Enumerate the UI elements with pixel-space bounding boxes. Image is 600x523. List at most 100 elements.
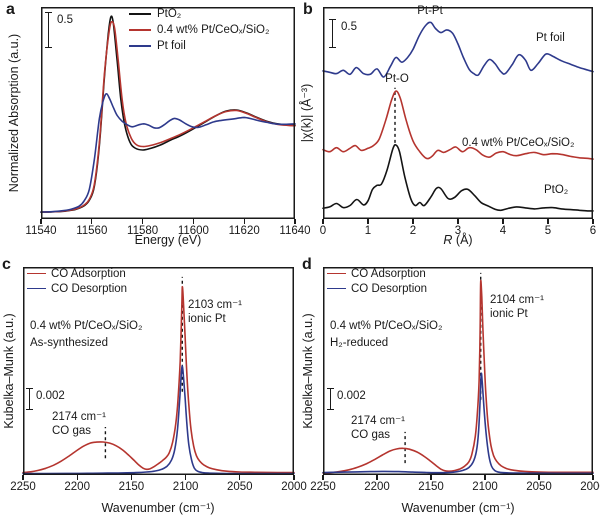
series-PtO2	[322, 144, 594, 212]
x-tick-mark	[367, 219, 369, 224]
x-axis-ticks-d: 2250 2200 2150 2100 2050 2000	[310, 475, 600, 497]
plot-area-drifts-as-synthesized	[22, 267, 295, 475]
legend-line-sample	[27, 287, 46, 290]
annotation-pto2: PtO₂	[544, 184, 569, 196]
x-tick-mark	[592, 475, 594, 480]
plot-frame	[323, 7, 593, 219]
x-tick-label: 11560	[76, 225, 108, 237]
x-tick-mark	[484, 475, 486, 480]
annotation-sample-b: 0.4 wt% Pt/CeOₓ/SiO₂	[462, 137, 575, 149]
x-tick-mark	[322, 219, 324, 224]
x-tick-label: 2200	[364, 481, 390, 493]
legend-item: PtO₂	[129, 6, 269, 22]
y-axis-title-c: Kubelka–Munk (a.u.)	[2, 313, 16, 429]
x-tick-mark	[457, 219, 459, 224]
y-axis-title-b: |χ(k)| (Å⁻³)	[299, 83, 314, 143]
x-tick-label: 2250	[310, 481, 336, 493]
legend-item-label: CO Adsorption	[51, 267, 126, 280]
x-tick-mark	[141, 219, 144, 224]
plot-frame	[41, 7, 295, 219]
series-Pt-foil	[40, 92, 296, 213]
gas-label-d-wavenumber: 2174 cm⁻¹	[351, 415, 406, 427]
y-axis-title-a: Normalized Absorption (a.u.)	[7, 33, 21, 193]
legend-c: CO Adsorption CO Desorption	[27, 266, 127, 296]
plot-frame	[23, 267, 294, 475]
sample-label-d: 0.4 wt% Pt/CeOₓ/SiO₂	[330, 320, 443, 332]
series-CO-desorption	[22, 365, 295, 475]
series-CO-desorption	[322, 372, 594, 475]
x-tick-label: 11580	[127, 225, 159, 237]
gas-label-c-species: CO gas	[52, 425, 91, 437]
panel-label-b: b	[303, 1, 313, 18]
panel-label-a: a	[6, 1, 15, 18]
series-Pt-CeOx-SiO2	[322, 90, 594, 160]
legend-item-label: PtO₂	[157, 8, 182, 20]
gas-label-d-species: CO gas	[351, 429, 390, 441]
y-axis-title-d: Kubelka–Munk (a.u.)	[301, 313, 315, 429]
x-axis-title-a: Energy (eV)	[134, 233, 202, 247]
x-axis-ticks-b: 0 1 2 3 4 5 6	[319, 219, 597, 241]
x-tick-label: 2200	[64, 481, 90, 493]
legend-line-sample	[129, 29, 151, 31]
x-tick-label: 2100	[172, 481, 199, 493]
plot-area-exafs	[322, 7, 594, 219]
x-tick-label: 0	[319, 225, 327, 237]
x-tick-label: 3	[454, 225, 462, 237]
peak-label-d-species: ionic Pt	[490, 308, 528, 320]
legend-item: 0.4 wt% Pt/CeOₓ/SiO₂	[129, 22, 269, 38]
x-tick-mark	[293, 475, 295, 480]
annotation-pt-foil: Pt foil	[536, 32, 565, 44]
peak-label-c-species: ionic Pt	[188, 313, 226, 325]
series-CO-adsorption	[322, 279, 594, 474]
panel-label-c: c	[2, 256, 11, 273]
scale-bar-label-b: 0.5	[341, 21, 357, 33]
x-tick-mark	[184, 475, 187, 480]
x-tick-mark	[22, 475, 24, 480]
peak-label-d-wavenumber: 2104 cm⁻¹	[490, 294, 545, 306]
legend-item-label: CO Desorption	[51, 282, 128, 295]
legend-line-sample	[129, 45, 151, 47]
legend-item: CO Desorption	[27, 281, 127, 296]
x-tick-label: 2150	[418, 481, 444, 493]
x-tick-label: 2	[409, 225, 417, 237]
series-Pt-foil	[322, 21, 594, 78]
x-tick-label: 11540	[25, 225, 57, 237]
condition-label-c: As-synthesized	[30, 337, 108, 349]
scale-bar-label-c: 0.002	[36, 390, 65, 402]
legend-item-label: Pt foil	[157, 40, 186, 52]
x-tick-mark	[243, 219, 245, 224]
peak-label-c-wavenumber: 2103 cm⁻¹	[188, 299, 243, 311]
legend-line-sample	[129, 13, 151, 15]
x-axis-ticks-a: 11540 11560 11580 11600 11620 11640	[25, 219, 311, 241]
x-axis-title-d: Wavenumber (cm⁻¹)	[401, 501, 515, 515]
x-tick-mark	[412, 219, 414, 224]
scale-bar-d	[327, 388, 334, 410]
legend-item: CO Adsorption	[327, 266, 427, 281]
legend-item-label: CO Adsorption	[351, 267, 426, 280]
plot-area-drifts-h2-reduced	[322, 267, 594, 475]
x-tick-mark	[76, 475, 78, 480]
legend-line-sample	[327, 287, 346, 290]
series-CO-adsorption	[22, 285, 295, 474]
x-tick-mark	[502, 219, 504, 224]
x-tick-mark	[376, 475, 378, 480]
condition-label-d: H₂-reduced	[330, 337, 389, 349]
x-tick-label: 11600	[177, 225, 209, 237]
sample-label-c: 0.4 wt% Pt/CeOₓ/SiO₂	[30, 320, 143, 332]
legend-item: Pt foil	[129, 38, 269, 54]
x-tick-label: 2250	[10, 481, 36, 493]
x-tick-mark	[430, 475, 432, 480]
x-axis-title-c: Wavenumber (cm⁻¹)	[101, 501, 215, 515]
scale-bar-label-d: 0.002	[337, 390, 366, 402]
series-Pt-CeOx-SiO2	[40, 20, 296, 213]
x-tick-label: 11640	[279, 225, 311, 237]
x-axis-title-b: R (Å)	[443, 233, 473, 247]
x-tick-mark	[538, 475, 540, 480]
gas-label-c-wavenumber: 2174 cm⁻¹	[52, 411, 107, 423]
x-tick-label: 6	[589, 225, 597, 237]
legend-item-label: CO Desorption	[351, 282, 428, 295]
x-tick-mark	[239, 475, 241, 480]
x-tick-label: 5	[544, 225, 552, 237]
x-tick-mark	[192, 219, 195, 224]
panel-label-d: d	[302, 256, 312, 273]
